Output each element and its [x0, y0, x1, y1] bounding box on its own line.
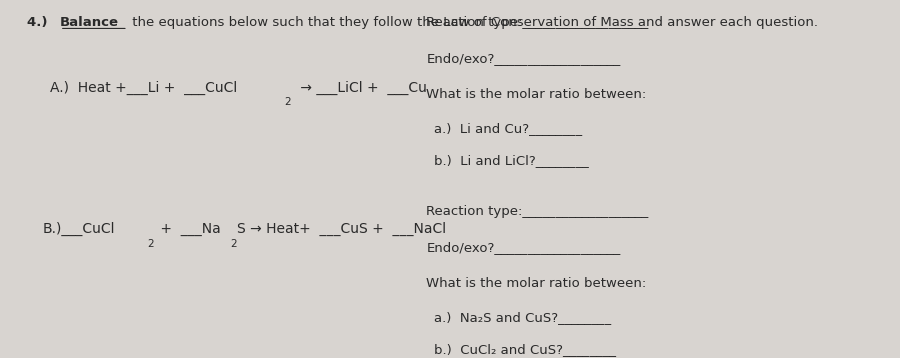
Text: Endo/exo?___________________: Endo/exo?___________________ — [427, 241, 621, 254]
Text: A.)  Heat +___Li +  ___CuCl: A.) Heat +___Li + ___CuCl — [50, 81, 238, 95]
Text: 2: 2 — [284, 97, 292, 107]
Text: the equations below such that they follow the Law of Conservation of Mass and an: the equations below such that they follo… — [128, 16, 818, 29]
Text: Reaction type:___________________: Reaction type:___________________ — [427, 16, 649, 29]
Text: b.)  CuCl₂ and CuS?________: b.) CuCl₂ and CuS?________ — [435, 343, 616, 355]
Text: Reaction type:___________________: Reaction type:___________________ — [427, 205, 649, 218]
Text: B.)___CuCl: B.)___CuCl — [42, 222, 115, 236]
Text: What is the molar ratio between:: What is the molar ratio between: — [427, 277, 646, 290]
Text: b.)  Li and LiCl?________: b.) Li and LiCl?________ — [435, 154, 589, 167]
Text: +  ___Na: + ___Na — [156, 222, 220, 236]
Text: 2: 2 — [148, 239, 154, 249]
Text: 4.): 4.) — [26, 16, 51, 29]
Text: Endo/exo?___________________: Endo/exo?___________________ — [427, 52, 621, 65]
Text: Balance: Balance — [59, 16, 119, 29]
Text: What is the molar ratio between:: What is the molar ratio between: — [427, 88, 646, 101]
Text: S → Heat+  ___CuS +  ___NaCl: S → Heat+ ___CuS + ___NaCl — [237, 222, 446, 236]
Text: a.)  Na₂S and CuS?________: a.) Na₂S and CuS?________ — [435, 311, 611, 324]
Text: → ___LiCl +  ___Cu: → ___LiCl + ___Cu — [296, 81, 427, 95]
Text: a.)  Li and Cu?________: a.) Li and Cu?________ — [435, 122, 582, 135]
Text: 2: 2 — [230, 239, 237, 249]
